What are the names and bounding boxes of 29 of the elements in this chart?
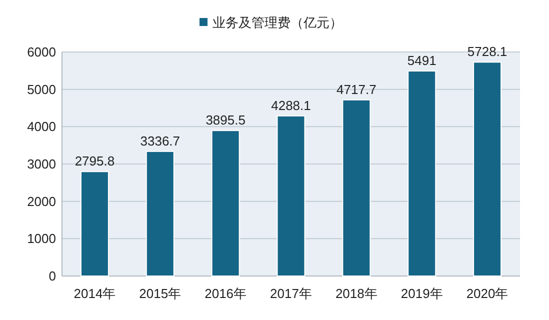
x-tick-label: 2017年 xyxy=(270,286,312,301)
y-tick-label: 0 xyxy=(48,268,56,284)
bar xyxy=(80,171,109,276)
y-tick-label: 4000 xyxy=(27,119,56,134)
y-tick-label: 5000 xyxy=(27,82,56,97)
legend-label: 业务及管理费（亿元） xyxy=(212,15,342,30)
x-tick-label: 2020年 xyxy=(466,286,508,301)
x-tick-label: 2015年 xyxy=(139,286,182,301)
bar xyxy=(342,99,371,276)
bar xyxy=(146,150,174,276)
data-label: 5728.1 xyxy=(467,44,508,60)
data-label: 4288.1 xyxy=(271,98,311,113)
x-tick-label: 2014年 xyxy=(74,286,116,301)
data-label: 3895.5 xyxy=(206,112,246,128)
x-tick-label: 2019年 xyxy=(400,286,443,301)
y-tick-label: 2000 xyxy=(27,194,56,209)
y-tick-label: 6000 xyxy=(27,44,56,60)
data-label: 4717.7 xyxy=(336,82,376,97)
bar xyxy=(408,70,436,276)
x-tick-label: 2016年 xyxy=(204,286,247,301)
data-label: 2795.8 xyxy=(74,154,115,169)
data-label: 5491 xyxy=(407,53,436,68)
x-tick-label: 2018年 xyxy=(335,286,378,301)
bar xyxy=(473,62,502,276)
y-tick-label: 1000 xyxy=(27,231,56,246)
data-label: 3336.7 xyxy=(140,133,180,148)
y-tick-label: 3000 xyxy=(27,156,56,172)
bar xyxy=(211,130,240,276)
bar xyxy=(276,115,306,276)
